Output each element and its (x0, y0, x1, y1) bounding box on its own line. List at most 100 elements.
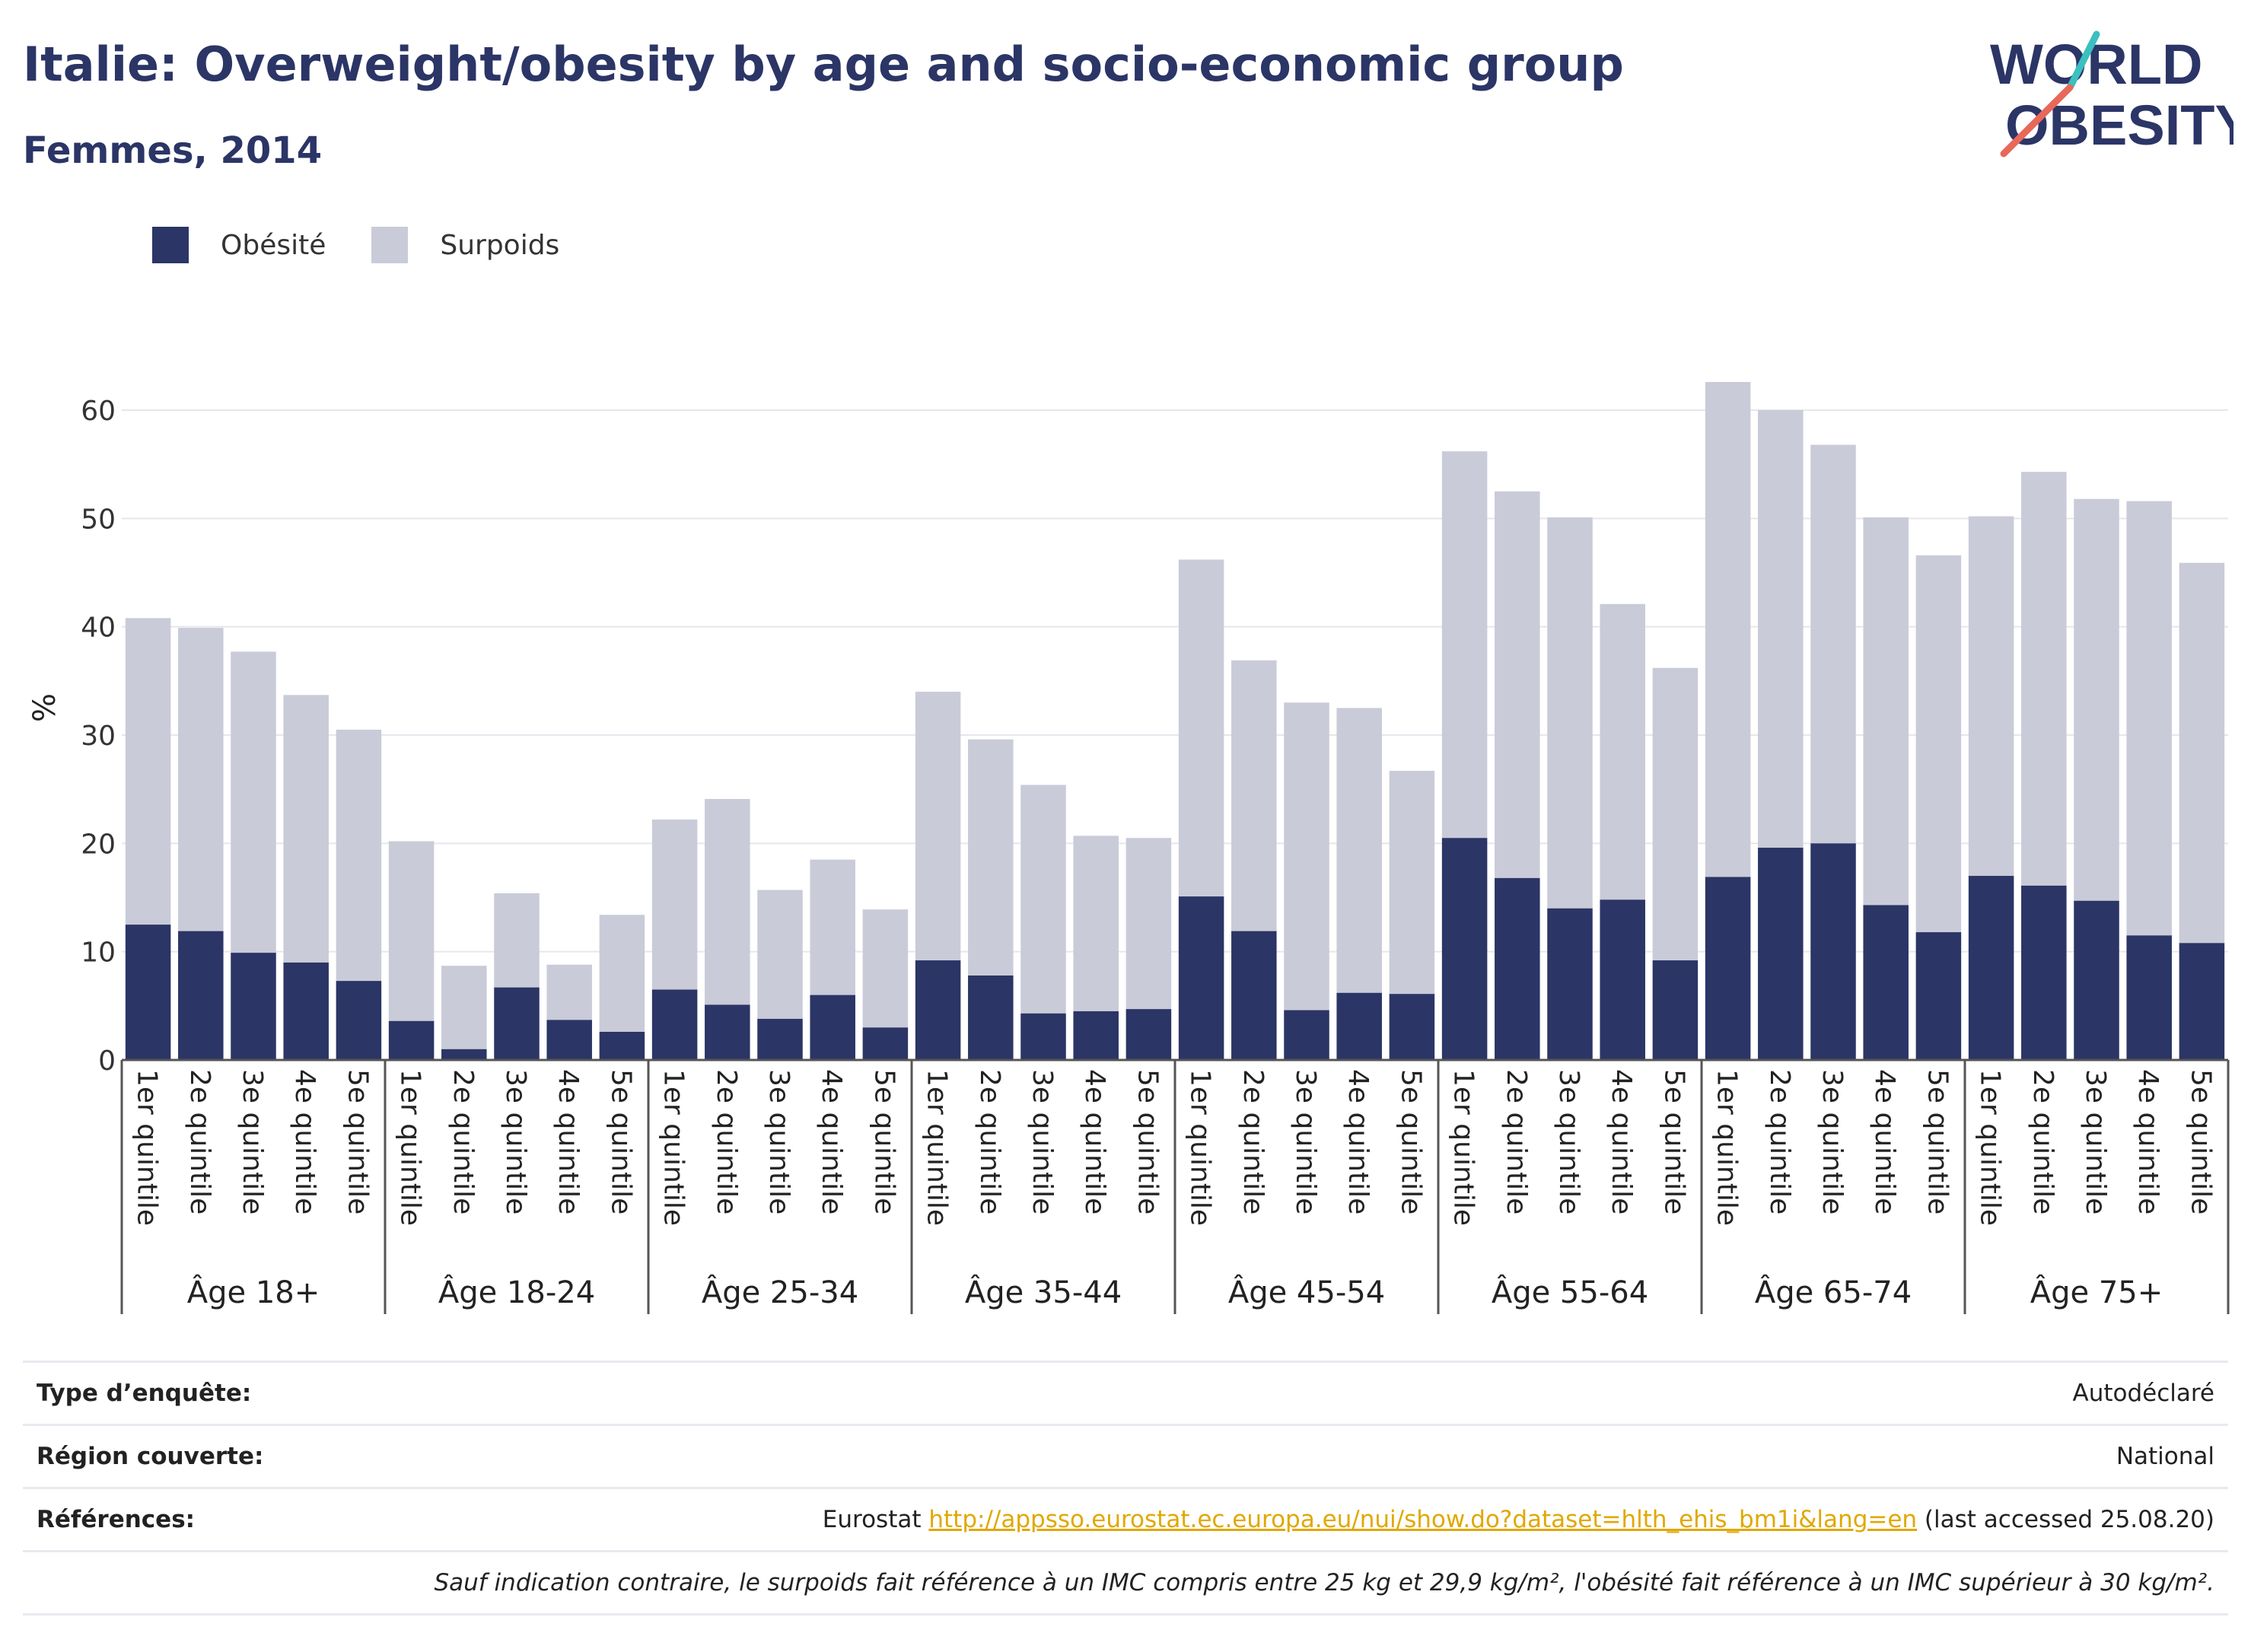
bar-surpoids (757, 890, 803, 1019)
bar-surpoids (1231, 660, 1277, 931)
y-tick-label: 0 (98, 1046, 116, 1077)
x-tick-label: 4e quintile (816, 1069, 847, 1214)
x-tick-label: 3e quintile (500, 1069, 531, 1214)
survey-type-label: Type d’enquête: (37, 1380, 252, 1407)
page-title: Italie: Overweight/obesity by age and so… (23, 37, 1624, 92)
bar-obesite (1547, 908, 1593, 1060)
page-subtitle: Femmes, 2014 (23, 129, 323, 172)
bar-obesite (1336, 992, 1382, 1060)
bar-surpoids (2021, 472, 2067, 886)
bar-obesite (2074, 900, 2119, 1060)
x-tick-label: 2e quintile (711, 1069, 742, 1214)
x-tick-label: 1er quintile (1448, 1069, 1479, 1226)
bar-surpoids (1178, 559, 1224, 897)
survey-type-value: Autodéclaré (2072, 1380, 2214, 1407)
logo-line2: OBESITY (2005, 94, 2233, 157)
group-label: Âge 45-54 (1228, 1274, 1385, 1310)
x-tick-label: 2e quintile (1237, 1069, 1269, 1214)
bar-chart: 0 10 20 30 40 50 60% 1er quintile 2e quintile 3e … (27, 381, 2230, 1314)
bar-surpoids (862, 909, 909, 1028)
bar-obesite (2179, 943, 2225, 1060)
bar-obesite (494, 987, 540, 1060)
x-tick-label: 5e quintile (1132, 1069, 1163, 1214)
y-tick-label: 20 (81, 829, 116, 860)
legend-label-obesite: Obésité (221, 229, 326, 261)
bar-obesite (336, 981, 382, 1060)
bar-surpoids (1915, 555, 1962, 933)
x-tick-label: 4e quintile (1079, 1069, 1110, 1214)
x-tick-label: 3e quintile (1816, 1069, 1848, 1214)
group-label: Âge 18-24 (438, 1274, 595, 1310)
x-tick-label: 3e quintile (2080, 1069, 2111, 1214)
definition-note: Sauf indication contraire, le surpoids f… (434, 1569, 2214, 1596)
bar-surpoids (1073, 836, 1119, 1011)
x-tick-label: 2e quintile (447, 1069, 479, 1214)
world-obesity-logo: WORLD OBESITY (1990, 30, 2233, 158)
x-tick-label: 2e quintile (1501, 1069, 1532, 1214)
group-label: Âge 65-74 (1755, 1274, 1912, 1310)
bar-surpoids (1020, 785, 1066, 1014)
info-row-survey-type: Type d’enquête: Autodéclaré (23, 1361, 2228, 1424)
bar-obesite (1652, 960, 1699, 1060)
legend-swatch-surpoids (371, 227, 409, 263)
region-value: National (2116, 1443, 2214, 1470)
x-tick-label: 1er quintile (1711, 1069, 1743, 1226)
bar-obesite (1915, 932, 1962, 1060)
references-prefix: Eurostat (822, 1506, 922, 1533)
group-label: Âge 18+ (187, 1274, 320, 1310)
bar-obesite (178, 931, 224, 1060)
chart-legend: Obésité Surpoids (152, 227, 605, 263)
bar-surpoids (1758, 410, 1804, 848)
x-tick-label: 1er quintile (132, 1069, 163, 1226)
x-tick-label: 1er quintile (1185, 1069, 1216, 1226)
bar-surpoids (1705, 381, 1751, 877)
bar-surpoids (2074, 498, 2119, 901)
y-tick-label: 10 (81, 937, 116, 969)
bar-surpoids (231, 651, 276, 953)
x-tick-label: 5e quintile (868, 1069, 899, 1214)
bar-obesite (1810, 843, 1856, 1060)
logo-line1: WORLD (1990, 33, 2203, 96)
x-tick-label: 1er quintile (658, 1069, 689, 1226)
bar-obesite (1178, 896, 1224, 1060)
bar-obesite (1495, 877, 1540, 1060)
info-row-note: Sauf indication contraire, le surpoids f… (23, 1550, 2228, 1615)
bar-surpoids (125, 618, 171, 925)
y-tick-label: 40 (81, 613, 116, 644)
region-label: Région couverte: (37, 1443, 264, 1470)
bar-surpoids (1968, 516, 2014, 877)
x-tick-label: 2e quintile (184, 1069, 215, 1214)
bar-obesite (1968, 876, 2014, 1060)
bar-surpoids (1652, 667, 1699, 961)
x-tick-label: 5e quintile (342, 1069, 373, 1214)
bar-surpoids (1389, 770, 1435, 995)
bar-surpoids (1547, 517, 1593, 909)
x-tick-label: 1er quintile (1975, 1069, 2006, 1226)
info-table: Type d’enquête: Autodéclaré Région couve… (23, 1361, 2228, 1615)
bar-surpoids (810, 859, 855, 995)
y-axis-label: % (27, 693, 62, 722)
group-label: Âge 55-64 (1492, 1274, 1648, 1310)
y-tick-label: 60 (81, 396, 116, 427)
bar-surpoids (336, 729, 382, 982)
legend-item-surpoids: Surpoids (371, 227, 559, 263)
bar-obesite (1600, 899, 1645, 1060)
x-tick-label: 4e quintile (289, 1069, 320, 1214)
bar-surpoids (388, 841, 435, 1021)
bar-obesite (757, 1018, 803, 1060)
bar-obesite (125, 925, 171, 1060)
bar-obesite (599, 1031, 645, 1060)
x-tick-label: 4e quintile (552, 1069, 584, 1214)
bar-surpoids (2126, 501, 2172, 936)
x-tick-label: 5e quintile (1395, 1069, 1426, 1214)
bar-surpoids (1441, 451, 1488, 839)
bar-surpoids (2179, 562, 2225, 944)
x-tick-label: 4e quintile (1342, 1069, 1374, 1214)
bar-surpoids (915, 692, 961, 961)
bar-obesite (231, 953, 276, 1060)
bar-obesite (1441, 838, 1488, 1060)
references-link[interactable]: http://appsso.eurostat.ec.europa.eu/nui/… (928, 1506, 1918, 1533)
bar-surpoids (651, 820, 698, 990)
x-tick-label: 4e quintile (2132, 1069, 2163, 1214)
y-tick-label: 30 (81, 721, 116, 752)
